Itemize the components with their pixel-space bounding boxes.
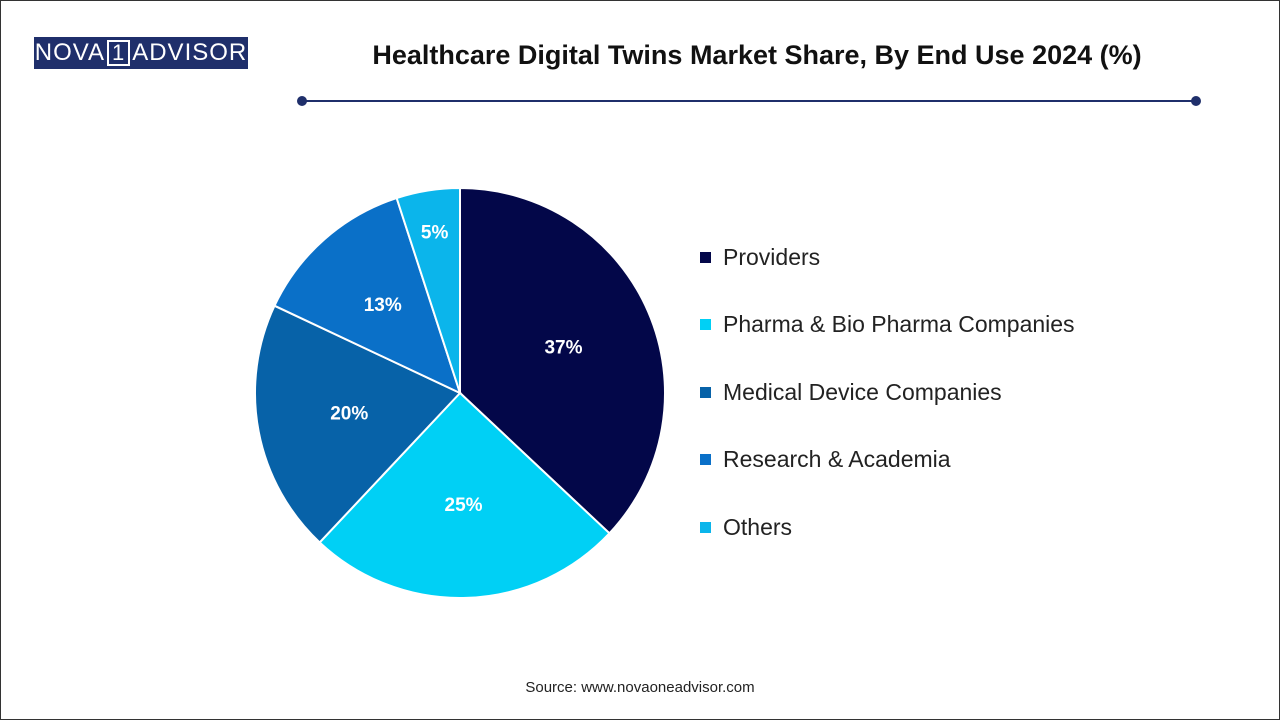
legend-label-1: Pharma & Bio Pharma Companies xyxy=(723,311,1075,337)
pie-slice-3 xyxy=(273,196,462,395)
pie-slice-label-3: 13% xyxy=(364,295,402,316)
pie-slice-label-1: 25% xyxy=(445,495,483,516)
legend-swatch-4 xyxy=(700,521,711,533)
pie-slice-label-4: 5% xyxy=(421,223,449,244)
legend-swatch-0 xyxy=(700,251,711,263)
legend-item-0: Providers xyxy=(700,240,1075,274)
legend-item-1: Pharma & Bio Pharma Companies xyxy=(700,308,1075,342)
legend-item-3: Research & Academia xyxy=(700,443,1075,477)
pie-slice-1 xyxy=(318,391,611,599)
legend-label-3: Research & Academia xyxy=(723,446,951,472)
pie-slice-label-0: 37% xyxy=(544,338,582,359)
underline-dot-right xyxy=(1191,96,1201,106)
legend-swatch-3 xyxy=(700,454,711,465)
pie-slice-label-2: 20% xyxy=(330,404,368,425)
legend-label-0: Providers xyxy=(723,243,821,270)
legend-item-2: Medical Device Companies xyxy=(700,375,1075,409)
chart-legend: Providers Pharma & Bio Pharma Companies Me… xyxy=(700,240,1075,578)
legend-item-4: Others xyxy=(700,510,1075,544)
pie-slice-4 xyxy=(395,186,461,394)
logo-text-right: ADVISOR xyxy=(132,39,248,66)
legend-label-2: Medical Device Companies xyxy=(723,378,1002,405)
chart-title: Healthcare Digital Twins Market Share, B… xyxy=(372,40,1142,70)
title-underline xyxy=(302,100,1196,102)
logo-text-left: NOVA xyxy=(34,39,105,66)
brand-logo: NOVA 1 ADVISOR xyxy=(34,37,248,69)
underline-dot-left xyxy=(297,96,307,106)
logo-text-one: 1 xyxy=(106,40,131,66)
source-note: Source: www.novaoneadvisor.com xyxy=(525,679,755,696)
legend-swatch-1 xyxy=(700,319,711,330)
legend-label-4: Others xyxy=(723,513,793,540)
pie-slice-2 xyxy=(254,304,462,544)
legend-swatch-2 xyxy=(700,386,711,398)
pie-slice-0 xyxy=(459,186,666,535)
